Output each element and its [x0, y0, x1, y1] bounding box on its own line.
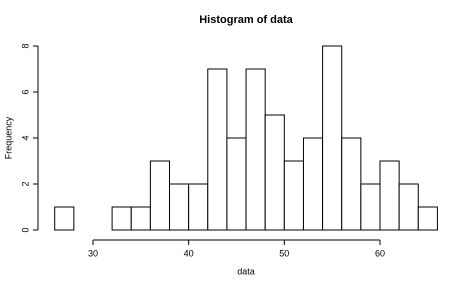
bar: [188, 183, 209, 231]
y-axis-label: Frequency: [3, 116, 13, 159]
bar: [245, 68, 266, 231]
bar: [398, 183, 419, 231]
x-tick-label: 50: [279, 248, 289, 258]
bar: [417, 206, 438, 231]
bar: [341, 137, 362, 231]
bar: [111, 206, 132, 231]
y-tick-label: 8: [20, 43, 30, 48]
y-tick-label: 0: [20, 227, 30, 232]
bar: [379, 160, 400, 231]
bar: [283, 160, 304, 231]
bar: [130, 206, 151, 231]
x-tick-label: 30: [88, 248, 98, 258]
x-axis-label: data: [237, 266, 255, 276]
bar: [149, 160, 171, 231]
bar: [360, 183, 381, 231]
bar: [207, 68, 228, 231]
x-tick-label: 40: [184, 248, 194, 258]
y-tick-label: 6: [20, 89, 30, 94]
bar: [264, 114, 285, 231]
bar: [54, 206, 75, 231]
bar: [302, 137, 324, 231]
chart-title: Histogram of data: [199, 14, 293, 26]
y-tick-label: 2: [20, 181, 30, 186]
x-tick-label: 60: [375, 248, 385, 258]
y-tick-label: 4: [20, 135, 30, 140]
bar: [169, 183, 190, 231]
bar: [322, 45, 343, 231]
bar: [226, 137, 247, 231]
